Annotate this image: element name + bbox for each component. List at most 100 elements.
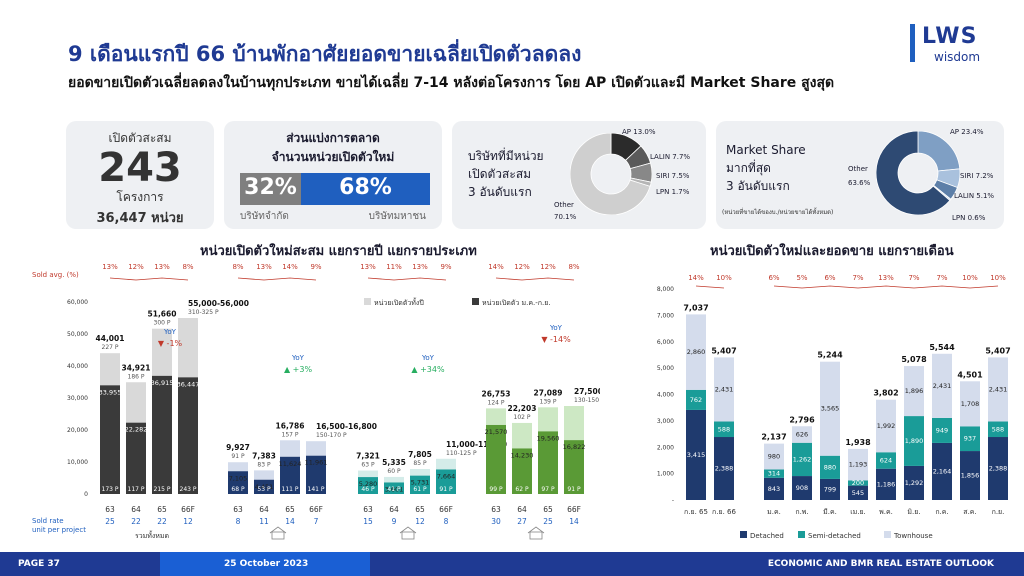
legend-swatch — [884, 531, 891, 538]
project-count-label: 60 P — [387, 468, 401, 475]
ytd-project-label: 91 P — [567, 486, 581, 493]
footer-mid — [160, 552, 370, 576]
pie1-label-ap: AP 13.0% — [622, 128, 656, 136]
stack-segment-semi-detached — [792, 442, 812, 477]
segment-value: 588 — [992, 425, 1004, 433]
sold-avg-line — [237, 277, 317, 281]
ytd-value-label: 4,451 — [255, 483, 274, 491]
stack-segment-semi-detached — [686, 389, 706, 410]
segment-value: 1,992 — [877, 422, 896, 430]
ytd-project-label: 215 P — [154, 486, 171, 493]
stack-segment-semi-detached — [820, 455, 840, 479]
sold-avg-line — [109, 277, 189, 281]
stack-segment-detached — [960, 451, 980, 500]
top3-share-title-2: มากที่สุด — [726, 161, 771, 175]
share-right-label: บริษัทมหาชน — [368, 211, 426, 222]
sold-rate-value: 22 — [131, 517, 141, 526]
right-ytick: - — [672, 497, 674, 504]
sold-avg-value: 11% — [386, 263, 402, 271]
sold-pct: 7% — [908, 274, 919, 282]
legend-label: Townhouse — [893, 532, 933, 540]
right-chart-title: หน่วยเปิดตัวใหม่และยอดขาย แยกรายเดือน — [710, 244, 954, 259]
stack-segment-townhouse — [932, 353, 952, 418]
full-value-label: 11,000-11,200 — [446, 440, 507, 449]
pie1-label-lalin: LALIN 7.7% — [650, 153, 691, 161]
full-value-label: 16,786 — [276, 421, 305, 430]
sold-rate-value: 27 — [517, 517, 527, 526]
category-label: 65 — [415, 505, 425, 514]
ytd-bar — [384, 482, 404, 494]
project-count-label: 150-170 P — [316, 432, 347, 439]
sold-rate-label: Sold rate — [32, 517, 64, 525]
page-title: 9 เดือนแรกปี 66 บ้านพักอาศัยยอดขายเฉลี่ย… — [68, 42, 582, 66]
pie2-slice-0 — [917, 131, 960, 172]
ytd-bar — [152, 375, 172, 494]
stack-segment-detached — [686, 409, 706, 500]
left-ytick: 60,000 — [67, 299, 88, 306]
category-label: 64 — [517, 505, 527, 514]
left-ytick: 50,000 — [67, 331, 88, 338]
stack-segment-townhouse — [988, 357, 1008, 422]
segment-value: 3,565 — [821, 405, 840, 413]
segment-value: 2,388 — [989, 465, 1008, 473]
sold-avg-value: 12% — [128, 263, 144, 271]
month-label: ก.พ. — [795, 508, 808, 516]
stack-segment-townhouse — [792, 426, 812, 443]
stack-segment-semi-detached — [848, 480, 868, 486]
house-roof-icon — [399, 526, 417, 534]
pie2-slice-4 — [876, 131, 951, 215]
project-count-label: 63 P — [361, 462, 375, 469]
sold-rate-label-2: unit per project — [32, 526, 86, 534]
stack-segment-detached — [932, 442, 952, 500]
ytd-value-label: 3,601 — [385, 485, 404, 493]
ytd-bar — [436, 469, 456, 494]
yoy-value: ▼ -14% — [541, 335, 571, 344]
ytd-value-label: 5,280 — [359, 480, 378, 488]
ytd-value-label: 33,955 — [99, 388, 122, 396]
month-label: พ.ค. — [879, 508, 893, 516]
right-ytick: 2,000 — [657, 444, 674, 451]
stack-segment-semi-detached — [876, 452, 896, 469]
segment-value: 1,193 — [849, 461, 868, 469]
stack-segment-semi-detached — [932, 417, 952, 443]
top3-launch-donut — [570, 133, 652, 215]
legend-ytd-swatch — [472, 298, 479, 305]
kpi-units: 36,447 หน่วย — [96, 211, 184, 226]
segment-value: 314 — [768, 470, 780, 478]
stack-segment-townhouse — [848, 448, 868, 481]
full-value-label: 27,089 — [534, 388, 563, 397]
segment-value: 2,431 — [989, 385, 1008, 393]
ytd-bar — [358, 477, 378, 494]
top3-share-card: Market Share มากที่สุด 3 อันดับแรก (หน่ว… — [716, 121, 1004, 229]
right-ytick: 6,000 — [657, 339, 674, 346]
total-label: 7,037 — [683, 303, 708, 312]
sold-rate-value: 22 — [157, 517, 167, 526]
pie2-label-other-pct: 63.6% — [848, 179, 871, 187]
sold-avg-value: 14% — [282, 263, 298, 271]
category-label: 63 — [105, 505, 115, 514]
project-count-label: 102 P — [514, 414, 531, 421]
sold-avg-value: 9% — [440, 263, 451, 271]
sold-rate-value: 11 — [259, 517, 269, 526]
footer-page: PAGE 37 — [18, 559, 60, 569]
segment-value: 1,890 — [905, 437, 924, 445]
sold-avg-value: 12% — [514, 263, 530, 271]
project-count-label: 91 P — [231, 453, 245, 460]
full-value-label: 51,660 — [148, 310, 177, 319]
segment-value: 799 — [824, 485, 836, 493]
project-count-label: 139 P — [540, 398, 557, 405]
legend-label: Detached — [750, 532, 784, 540]
house-type-icon — [529, 531, 543, 540]
ytd-value-label: 16,822 — [563, 443, 586, 451]
stack-segment-townhouse — [960, 381, 980, 427]
sold-avg-value: 8% — [182, 263, 193, 271]
group-name-total: รวมทั้งหมด — [135, 529, 169, 540]
share-right-pct: 68% — [339, 175, 392, 200]
segment-value: 1,186 — [877, 480, 896, 488]
left-chart-title: หน่วยเปิดตัวใหม่สะสม แยกรายปี แยกรายประเ… — [200, 244, 477, 259]
total-label: 2,796 — [789, 415, 815, 424]
left-ytick: 0 — [84, 491, 88, 498]
kpi-value: 243 — [98, 145, 182, 191]
stack-segment-detached — [820, 478, 840, 500]
sold-avg-value: 14% — [488, 263, 504, 271]
